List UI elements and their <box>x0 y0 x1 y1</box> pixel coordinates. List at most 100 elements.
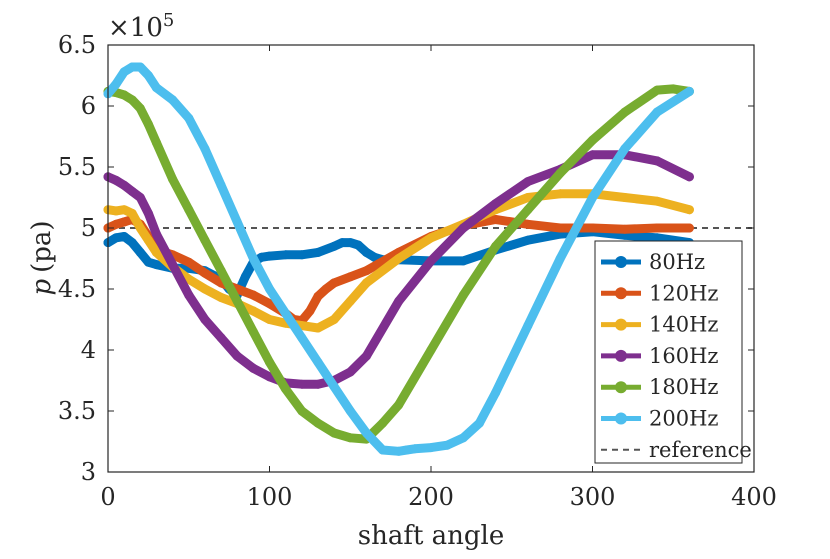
legend-label: 160Hz <box>649 344 718 368</box>
data-point-200Hz <box>216 180 226 190</box>
data-point-80Hz <box>256 252 266 262</box>
data-point-120Hz <box>248 290 258 300</box>
data-point-80Hz <box>151 260 161 270</box>
data-point-180Hz <box>119 90 129 100</box>
legend-marker <box>615 287 627 300</box>
data-point-140Hz <box>248 306 258 316</box>
data-point-180Hz <box>143 119 153 129</box>
data-point-160Hz <box>232 351 242 361</box>
data-point-120Hz <box>313 291 323 301</box>
x-axis-label: shaft angle <box>358 521 505 551</box>
data-point-120Hz <box>305 306 315 316</box>
data-point-120Hz <box>111 219 121 229</box>
data-point-200Hz <box>474 418 484 428</box>
series-160Hz <box>103 150 694 389</box>
data-point-180Hz <box>345 433 355 443</box>
data-point-200Hz <box>426 443 436 453</box>
x-tick-label: 100 <box>247 483 293 511</box>
data-point-140Hz <box>127 208 137 218</box>
data-point-180Hz <box>265 357 274 367</box>
data-point-120Hz <box>265 299 274 309</box>
data-point-200Hz <box>523 321 533 331</box>
data-point-140Hz <box>265 315 274 324</box>
data-point-80Hz <box>458 256 468 266</box>
data-point-80Hz <box>297 250 307 260</box>
data-point-200Hz <box>151 83 161 93</box>
data-point-160Hz <box>491 199 501 209</box>
data-point-200Hz <box>297 333 307 343</box>
data-point-120Hz <box>345 272 355 282</box>
data-point-200Hz <box>361 428 371 438</box>
data-point-180Hz <box>127 95 137 105</box>
data-point-140Hz <box>555 189 565 199</box>
data-point-200Hz <box>281 308 291 318</box>
data-point-200Hz <box>410 444 420 454</box>
data-point-160Hz <box>143 208 153 218</box>
data-point-120Hz <box>588 223 597 233</box>
data-point-140Hz <box>652 196 662 206</box>
data-point-200Hz <box>620 144 630 154</box>
data-point-120Hz <box>361 266 371 276</box>
data-point-200Hz <box>111 79 121 89</box>
data-point-80Hz <box>265 251 274 261</box>
data-point-160Hz <box>588 150 597 160</box>
data-point-80Hz <box>111 233 121 243</box>
data-point-200Hz <box>394 446 404 456</box>
data-point-140Hz <box>119 205 129 215</box>
legend-label: 180Hz <box>649 375 718 399</box>
legend-label: 200Hz <box>649 407 718 431</box>
data-point-180Hz <box>588 135 597 145</box>
data-point-200Hz <box>168 95 178 105</box>
data-point-120Hz <box>119 217 129 227</box>
data-point-180Hz <box>620 107 630 117</box>
data-point-160Hz <box>216 333 226 343</box>
data-point-180Hz <box>297 406 307 416</box>
data-point-180Hz <box>652 85 662 95</box>
legend-label: reference <box>649 438 752 462</box>
data-point-120Hz <box>620 224 630 234</box>
data-point-160Hz <box>523 177 533 187</box>
data-point-180Hz <box>491 241 501 251</box>
data-point-140Hz <box>329 315 339 324</box>
data-point-200Hz <box>652 107 662 117</box>
legend-marker <box>615 318 627 331</box>
data-point-140Hz <box>135 223 145 233</box>
data-point-180Hz <box>329 428 339 438</box>
data-point-120Hz <box>684 223 694 233</box>
data-point-200Hz <box>184 113 194 123</box>
data-point-120Hz <box>652 223 662 233</box>
series-layer <box>103 62 694 456</box>
y-tick-label: 4.5 <box>58 275 96 303</box>
data-point-200Hz <box>200 144 210 154</box>
data-point-120Hz <box>523 219 533 229</box>
data-point-160Hz <box>184 290 194 300</box>
data-point-80Hz <box>353 240 363 250</box>
data-point-140Hz <box>143 235 153 245</box>
legend-label: 80Hz <box>649 250 705 274</box>
data-point-180Hz <box>313 418 323 428</box>
data-point-140Hz <box>394 254 404 263</box>
data-point-180Hz <box>281 384 291 394</box>
data-point-160Hz <box>200 315 210 324</box>
data-point-140Hz <box>345 296 355 306</box>
data-point-140Hz <box>151 247 161 257</box>
data-point-160Hz <box>458 223 468 233</box>
data-point-160Hz <box>297 379 307 389</box>
data-point-140Hz <box>200 284 210 294</box>
data-point-80Hz <box>240 272 250 282</box>
y-tick-label: 5.5 <box>58 153 96 181</box>
x-tick-label: 300 <box>570 483 616 511</box>
data-point-160Hz <box>394 296 404 306</box>
data-point-180Hz <box>248 327 258 337</box>
data-point-80Hz <box>329 241 339 251</box>
data-point-80Hz <box>652 233 662 243</box>
data-point-180Hz <box>523 205 533 215</box>
data-point-200Hz <box>402 445 412 455</box>
x-tick-label: 400 <box>731 483 777 511</box>
data-point-120Hz <box>329 278 339 288</box>
data-point-200Hz <box>345 406 355 416</box>
data-point-160Hz <box>345 367 355 377</box>
data-point-140Hz <box>361 278 371 288</box>
y-axis-ticks: 3 3.5 4 4.5 5 5.5 6 6.5 <box>58 31 754 486</box>
